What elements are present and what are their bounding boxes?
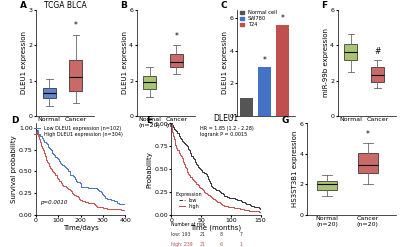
Y-axis label: DLEU1 expression: DLEU1 expression <box>222 31 228 95</box>
PathPatch shape <box>43 88 56 98</box>
PathPatch shape <box>344 44 358 60</box>
PathPatch shape <box>143 76 156 89</box>
Text: E: E <box>146 116 153 125</box>
PathPatch shape <box>69 60 82 91</box>
Y-axis label: Probability: Probability <box>147 151 153 188</box>
Y-axis label: Survival probability: Survival probability <box>11 135 17 203</box>
Text: Number at risk: Number at risk <box>172 222 206 227</box>
Text: C: C <box>221 1 227 10</box>
PathPatch shape <box>371 67 384 82</box>
Text: p=0.0010: p=0.0010 <box>40 200 67 205</box>
Legend: low, high: low, high <box>174 190 204 211</box>
Text: D: D <box>11 116 18 125</box>
Text: #: # <box>374 47 380 56</box>
Legend: Normal cell, SW780, T24: Normal cell, SW780, T24 <box>240 10 277 27</box>
Text: *: * <box>74 21 78 30</box>
Text: F: F <box>321 1 327 10</box>
PathPatch shape <box>317 181 337 190</box>
Title: TCGA BLCA: TCGA BLCA <box>44 1 86 10</box>
PathPatch shape <box>170 54 183 67</box>
Text: *: * <box>281 14 285 23</box>
Bar <box>240 98 252 116</box>
Text: *: * <box>366 130 370 139</box>
Text: high: 239: high: 239 <box>172 242 193 247</box>
Bar <box>258 67 271 116</box>
Y-axis label: HS3ST3B1 expression: HS3ST3B1 expression <box>292 131 298 207</box>
Text: *: * <box>262 56 266 65</box>
Text: DLEU1: DLEU1 <box>213 114 238 124</box>
X-axis label: Time/days: Time/days <box>63 225 98 231</box>
Text: G: G <box>282 116 289 125</box>
Text: HR = 1.85 (1.2 - 2.28)
logrank P = 0.0015: HR = 1.85 (1.2 - 2.28) logrank P = 0.001… <box>200 126 254 137</box>
Text: *: * <box>174 32 178 41</box>
Text: low: 193: low: 193 <box>172 232 191 237</box>
Y-axis label: DLEU1 expression: DLEU1 expression <box>122 31 128 95</box>
PathPatch shape <box>358 153 378 173</box>
Bar <box>276 25 289 116</box>
Text: 1: 1 <box>240 242 242 247</box>
Text: B: B <box>120 1 127 10</box>
Text: 6: 6 <box>220 242 222 247</box>
Text: 21: 21 <box>200 242 206 247</box>
Legend: Low DLEU1 expression (n=102), High DLEU1 expression (n=304): Low DLEU1 expression (n=102), High DLEU1… <box>34 126 123 137</box>
Y-axis label: miR-99b expression: miR-99b expression <box>323 28 329 98</box>
Text: 8: 8 <box>220 232 222 237</box>
Y-axis label: DLEU1 expression: DLEU1 expression <box>21 31 27 95</box>
Text: 7: 7 <box>240 232 242 237</box>
Text: A: A <box>20 1 27 10</box>
Text: 21: 21 <box>200 232 206 237</box>
X-axis label: Time (months): Time (months) <box>190 225 242 231</box>
